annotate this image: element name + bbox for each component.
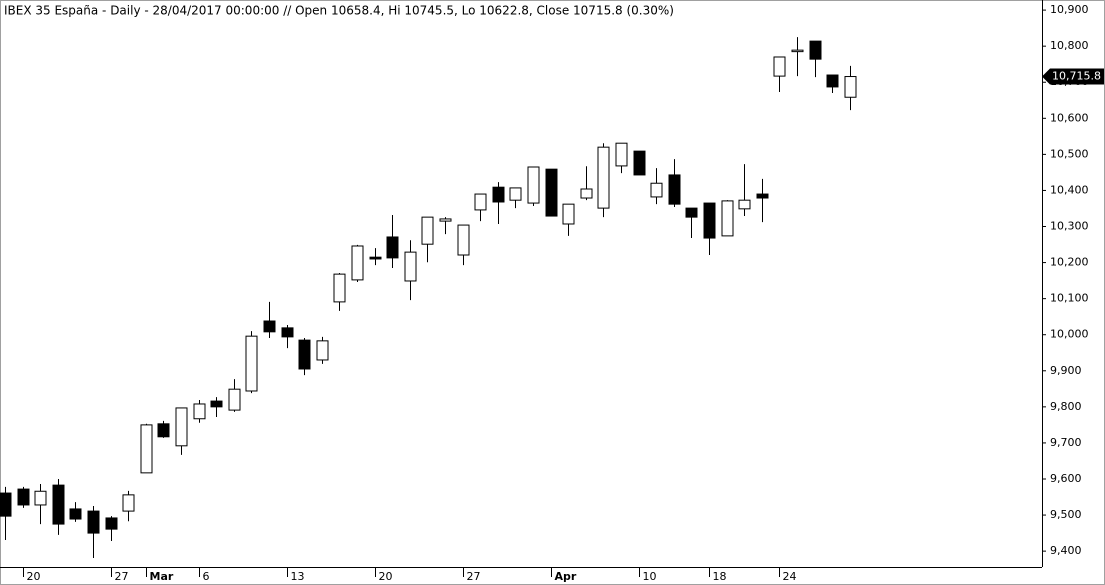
- last-price-marker: [1042, 68, 1104, 85]
- candle-body: [105, 517, 118, 530]
- candle-body: [844, 76, 857, 98]
- x-tick-label: Mar: [150, 570, 174, 583]
- x-tick-label: 27: [115, 570, 129, 583]
- y-tick-label: 10,300: [1050, 220, 1089, 233]
- candle-body: [17, 488, 30, 506]
- candle-body: [509, 187, 522, 201]
- x-tick-label: 20: [27, 570, 41, 583]
- candle-body: [421, 216, 434, 245]
- candle-body: [527, 166, 540, 204]
- chart-title: IBEX 35 España - Daily - 28/04/2017 00:0…: [4, 4, 674, 18]
- candle-body: [668, 174, 681, 205]
- x-tick-label: 6: [203, 570, 210, 583]
- candle-body: [809, 40, 822, 60]
- candle-body: [193, 403, 206, 420]
- candle-body: [597, 146, 610, 209]
- x-tick-label: 24: [783, 570, 797, 583]
- y-tick-label: 10,800: [1050, 39, 1089, 52]
- candle-body: [791, 49, 804, 53]
- candle-body: [34, 490, 47, 506]
- y-tick-label: 10,100: [1050, 292, 1089, 305]
- candle-body: [492, 186, 505, 203]
- candle-body: [404, 251, 417, 282]
- candle-body: [545, 168, 558, 217]
- last-price-label: 10,715.8: [1052, 70, 1101, 83]
- y-tick-label: 10,600: [1050, 111, 1089, 124]
- candle-body: [703, 202, 716, 239]
- candle-body: [228, 388, 241, 411]
- y-tick-label: 10,400: [1050, 183, 1089, 196]
- candle-body: [615, 142, 628, 167]
- candle-body: [69, 508, 82, 520]
- y-tick-label: 10,000: [1050, 328, 1089, 341]
- candle-body: [316, 340, 329, 361]
- candle-body: [756, 193, 769, 199]
- candle-body: [245, 335, 258, 392]
- y-tick-label: 10,500: [1050, 147, 1089, 160]
- y-tick-label: 9,800: [1050, 400, 1082, 413]
- candle-body: [122, 494, 135, 512]
- y-tick-label: 10,200: [1050, 256, 1089, 269]
- x-tick-label: 27: [467, 570, 481, 583]
- candle-body: [157, 423, 170, 438]
- candle-body: [474, 193, 487, 211]
- candle-body: [457, 224, 470, 256]
- candle-body: [562, 203, 575, 225]
- candle-body: [52, 484, 65, 525]
- y-tick-label: 9,400: [1050, 544, 1082, 557]
- x-tick-label: 20: [379, 570, 393, 583]
- y-tick-label: 9,700: [1050, 436, 1082, 449]
- candle-body: [87, 510, 100, 534]
- candle-body: [580, 188, 593, 199]
- candle-body: [685, 207, 698, 218]
- x-tick-label: 13: [291, 570, 305, 583]
- candle-body: [175, 407, 188, 447]
- candle-body: [369, 256, 382, 260]
- candle-body: [738, 199, 751, 210]
- y-tick-label: 9,600: [1050, 472, 1082, 485]
- x-tick-label: Apr: [555, 570, 577, 583]
- candle-body: [333, 273, 346, 303]
- candle-body: [386, 236, 399, 259]
- candle-body: [650, 182, 663, 198]
- x-tick-label: 10: [643, 570, 657, 583]
- x-tick-label: 18: [713, 570, 727, 583]
- candle-body: [351, 245, 364, 281]
- candle-body: [210, 400, 223, 408]
- candle-body: [633, 150, 646, 176]
- y-tick-label: 9,900: [1050, 364, 1082, 377]
- candle-body: [0, 492, 12, 517]
- candle-body: [439, 218, 452, 222]
- candle-body: [263, 320, 276, 333]
- candle-body: [721, 200, 734, 237]
- y-tick-label: 10,900: [1050, 3, 1089, 16]
- candle-body: [826, 74, 839, 88]
- y-tick-label: 9,500: [1050, 508, 1082, 521]
- candle-body: [140, 424, 153, 474]
- candle-body: [298, 339, 311, 370]
- candle-body: [773, 56, 786, 77]
- candle-body: [281, 327, 294, 338]
